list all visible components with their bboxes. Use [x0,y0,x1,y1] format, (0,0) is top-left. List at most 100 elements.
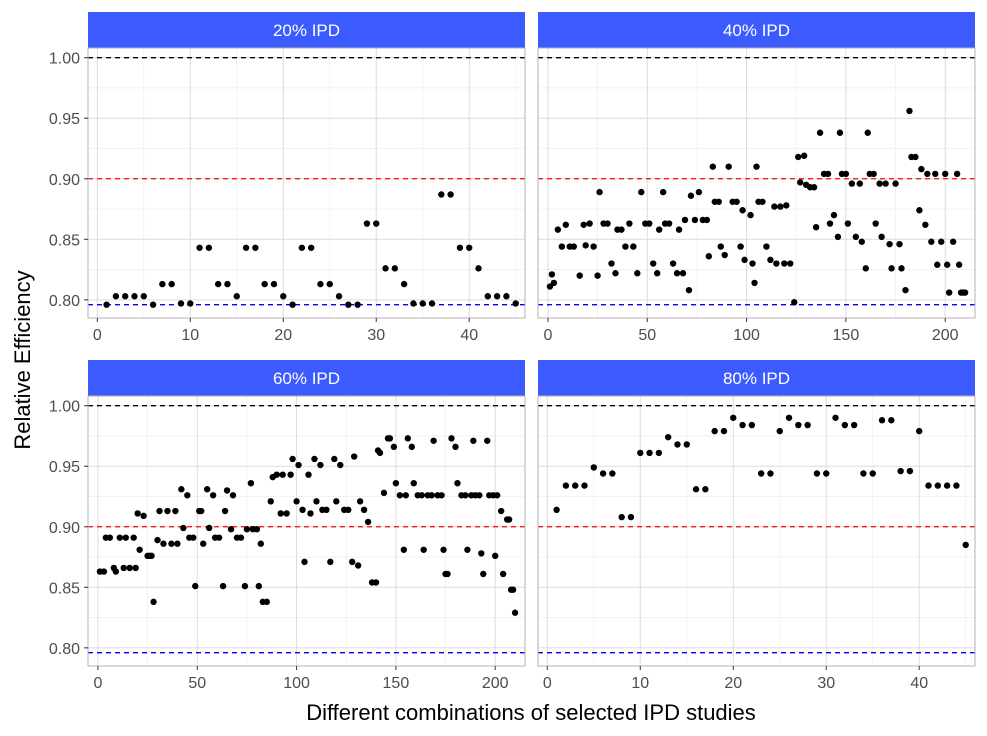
panel-border [537,47,976,319]
data-point [924,170,931,178]
data-point [771,203,778,210]
data-point [777,203,784,210]
plot-background [538,48,975,318]
data-point [562,221,570,228]
data-point [156,507,163,515]
data-point [470,437,477,444]
x-tick-label: 0 [543,675,552,692]
data-point [307,244,315,251]
y-tick-label: 0.85 [49,580,80,597]
data-point [748,421,756,429]
y-tick-label: 0.80 [49,293,80,310]
data-point [576,272,583,279]
x-tick-label: 150 [383,675,410,692]
x-tick-label: 20 [724,675,742,692]
data-point [795,421,802,429]
data-point [586,220,593,227]
data-point [870,170,877,178]
data-point [327,558,334,566]
data-point [646,220,653,227]
data-point [215,534,223,541]
data-point [480,570,487,578]
data-point [493,492,501,499]
data-point [177,300,185,307]
data-point [160,540,167,547]
data-point [509,586,517,593]
data-point [759,198,766,205]
data-point [295,461,302,469]
data-point [484,437,491,444]
data-point [571,482,579,489]
data-point [187,300,194,307]
data-point [100,568,108,575]
data-point [356,498,364,505]
plot-background [538,396,975,666]
data-point [205,524,213,532]
data-point [906,467,914,475]
data-point [317,280,324,288]
data-point [283,510,290,517]
data-point [938,238,945,245]
data-point [882,180,889,187]
x-tick-label: 200 [482,675,509,692]
panel-border [87,395,526,667]
data-point [149,301,157,308]
data-point [949,238,957,245]
data-point [373,220,380,227]
data-point [382,265,389,272]
data-point [626,220,633,227]
data-point [503,293,510,300]
data-point [860,470,867,477]
data-point [456,244,464,251]
data-point [906,107,913,115]
data-point [335,293,343,300]
x-tick-label: 0 [93,327,102,344]
data-point [372,579,380,586]
data-point [800,152,808,159]
data-point [813,470,821,477]
data-point [150,598,157,606]
data-point [548,271,556,278]
data-point [323,506,330,514]
data-point [237,534,245,541]
data-point [609,470,616,477]
data-point [878,417,886,424]
data-point [791,299,798,306]
data-point [664,433,672,441]
data-point [168,280,175,288]
data-point [331,455,338,463]
data-point [243,525,251,533]
data-point [333,498,340,505]
data-point [703,216,711,224]
x-tick-label: 40 [460,327,478,344]
data-point [717,243,724,250]
data-point [190,534,197,541]
data-point [255,582,263,590]
data-point [691,216,699,224]
data-point [582,242,589,249]
data-point [257,540,265,547]
facet-strip-label: 20% IPD [273,21,340,40]
data-point [878,233,885,241]
data-point [627,513,635,521]
data-point [856,180,863,187]
data-point [270,280,278,288]
data-point [184,492,191,499]
x-tick-label: 20 [274,327,292,344]
data-point [299,506,306,514]
data-point [599,470,607,477]
data-point [675,226,683,233]
data-point [452,443,459,451]
data-point [888,417,895,424]
data-point [830,211,838,219]
data-point [326,280,333,288]
data-point [902,286,909,294]
data-point [164,507,171,515]
data-point [337,461,344,469]
data-point [140,512,147,520]
data-point [608,260,615,267]
data-point [943,261,951,268]
y-axis-title: Relative Efficiency [10,270,35,449]
data-point [943,482,951,489]
data-point [747,211,754,219]
